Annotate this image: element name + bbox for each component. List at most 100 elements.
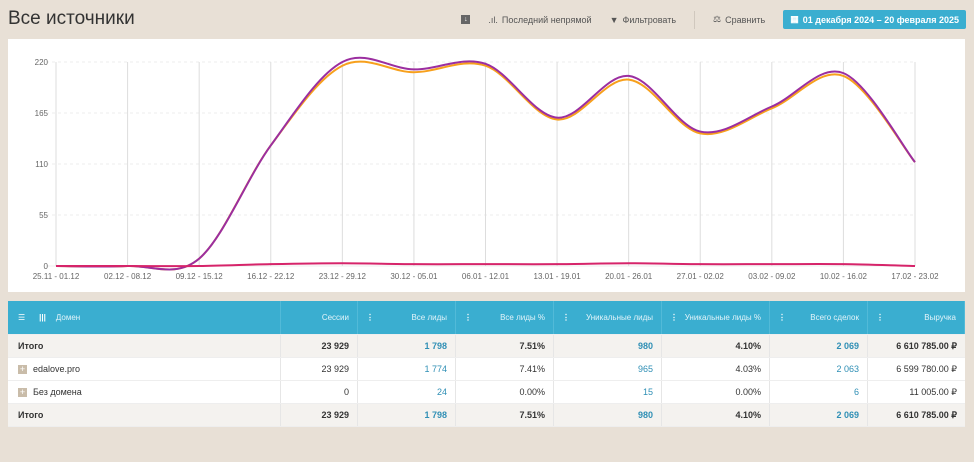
cell-text: 1 774 [424, 364, 447, 374]
cell-text: 1 798 [424, 410, 447, 420]
header-col-3[interactable]: ⋮ Все лиды % [456, 301, 554, 334]
cell-text: 24 [436, 387, 447, 397]
cell[interactable]: 980 [554, 335, 662, 357]
cell-text: 23 929 [321, 341, 349, 351]
cell: + Без домена [8, 381, 281, 403]
cell-text: 6 599 780.00 ₽ [896, 363, 957, 374]
cell: 6 610 785.00 ₽ [868, 335, 965, 357]
x-tick-label: 09.12 - 15.12 [176, 272, 224, 281]
series-line-pink [55, 262, 916, 268]
x-tick-label: 27.01 - 02.02 [677, 272, 725, 281]
header-label: Уникальные лиды % [684, 313, 761, 322]
total-row: Итого 23 929 1 798 7.51% 980 4.10% 2 069 6 610 … [8, 335, 965, 358]
cell-text: 23 929 [321, 410, 349, 420]
cell[interactable]: 1 798 [358, 335, 456, 357]
cell-text: Итого [18, 410, 44, 420]
header-domain[interactable]: ☰ ||| Домен [8, 301, 281, 334]
cell-text: 965 [637, 364, 653, 374]
header-col-1[interactable]: Сессии [281, 301, 358, 334]
cell-text: Итого [18, 341, 44, 351]
cell-text: 7.51% [519, 341, 545, 351]
cell-text: 1 798 [424, 341, 447, 351]
cell: 4.10% [662, 404, 770, 426]
cell-text: 6 610 785.00 ₽ [896, 409, 957, 420]
cell-text: 980 [637, 341, 653, 351]
cell[interactable]: 24 [358, 381, 456, 403]
expand-icon[interactable]: + [18, 363, 27, 374]
page-title: Все источники [8, 8, 135, 29]
x-tick-label: 30.12 - 05.01 [390, 272, 438, 281]
cell[interactable]: 2 069 [770, 404, 868, 426]
cell-text: 980 [637, 410, 653, 420]
compare-button[interactable]: ⚖ Сравнить [713, 14, 766, 25]
table-row: + edalove.pro 23 929 1 774 7.41% 965 4.03% 2 06… [8, 358, 965, 381]
x-tick-label: 23.12 - 29.12 [319, 272, 367, 281]
sort-icon[interactable]: ☰ [18, 313, 26, 322]
date-range-button[interactable]: ▦ 01 декабря 2024 – 20 февраля 2025 [783, 10, 966, 29]
header-col-5[interactable]: ⋮ Уникальные лиды % [662, 301, 770, 334]
cell-text: 15 [642, 387, 653, 397]
x-tick-label: 20.01 - 26.01 [605, 272, 653, 281]
column-menu-icon[interactable]: ⋮ [366, 313, 374, 322]
column-menu-icon[interactable]: ⋮ [778, 313, 786, 322]
header-col-6[interactable]: ⋮ Всего сделок [770, 301, 868, 334]
column-menu-icon[interactable]: ⋮ [464, 313, 472, 322]
cell-text: 6 610 785.00 ₽ [896, 340, 957, 351]
x-tick-label: 03.02 - 09.02 [748, 272, 796, 281]
line-chart: 0 55 110 165 220 25.11 - 01.12 02.12 - 08.12 09… [8, 39, 965, 292]
cell-text: Без домена [33, 387, 82, 397]
cell: 23 929 [281, 404, 358, 426]
y-tick-label: 0 [44, 262, 49, 271]
cell[interactable]: 2 069 [770, 335, 868, 357]
cell-text: 7.41% [519, 364, 545, 374]
y-tick-label: 55 [39, 211, 48, 220]
cell: 7.51% [456, 404, 554, 426]
download-button[interactable]: ↓ [461, 15, 471, 24]
y-tick-label: 165 [35, 109, 49, 118]
bar-chart-icon: .ıl. [488, 14, 498, 25]
header-col-4[interactable]: ⋮ Уникальные лиды [554, 301, 662, 334]
cell-text: 23 929 [321, 364, 349, 374]
column-menu-icon[interactable]: ⋮ [562, 313, 570, 322]
attribution-button[interactable]: .ıl. Последний непрямой [488, 14, 592, 25]
cell: 0 [281, 381, 358, 403]
cell: 4.10% [662, 335, 770, 357]
header-label: Уникальные лиды [586, 313, 653, 322]
scales-icon: ⚖ [713, 14, 722, 24]
column-menu-icon[interactable]: ⋮ [876, 313, 884, 322]
cell[interactable]: 1 774 [358, 358, 456, 380]
cell-text: 2 069 [836, 410, 859, 420]
cell[interactable]: 6 [770, 381, 868, 403]
cell: 23 929 [281, 335, 358, 357]
columns-icon[interactable]: ||| [39, 313, 46, 322]
y-tick-label: 110 [35, 160, 48, 169]
cell[interactable]: 980 [554, 404, 662, 426]
cell-text: 11 005.00 ₽ [909, 386, 957, 397]
cell: + edalove.pro [8, 358, 281, 380]
cell-text: 7.51% [519, 410, 545, 420]
cell[interactable]: 965 [554, 358, 662, 380]
toolbar: ↓ .ıl. Последний непрямой ▼ Фильтровать ⚖ С… [461, 10, 966, 29]
cell[interactable]: 2 063 [770, 358, 868, 380]
total-row: Итого 23 929 1 798 7.51% 980 4.10% 2 069 6 610 … [8, 404, 965, 427]
cell[interactable]: 1 798 [358, 404, 456, 426]
cell: 0.00% [456, 381, 554, 403]
cell[interactable]: 15 [554, 381, 662, 403]
cell: 7.41% [456, 358, 554, 380]
header-col-2[interactable]: ⋮ Все лиды [358, 301, 456, 334]
table-header: ☰ ||| Домен Сессии ⋮ Все лиды ⋮ Все лиды % ⋮ Уни… [8, 301, 965, 335]
cell-text: 0.00% [735, 387, 761, 397]
x-tick-label: 17.02 - 23.02 [891, 272, 939, 281]
header-label: Выручка [924, 313, 956, 322]
x-tick-label: 25.11 - 01.12 [33, 272, 80, 281]
expand-icon[interactable]: + [18, 386, 27, 397]
column-menu-icon[interactable]: ⋮ [670, 313, 678, 322]
cell: 0.00% [662, 381, 770, 403]
series-line-purple [55, 56, 916, 271]
header-col-7[interactable]: ⋮ Выручка [868, 301, 965, 334]
chart-svg: 0 55 110 165 220 25.11 - 01.12 02.12 - 08.12 09… [33, 56, 939, 281]
header-label: Сессии [321, 313, 349, 322]
y-tick-label: 220 [35, 58, 49, 67]
filter-button[interactable]: ▼ Фильтровать [609, 14, 677, 25]
cell: 6 610 785.00 ₽ [868, 404, 965, 426]
